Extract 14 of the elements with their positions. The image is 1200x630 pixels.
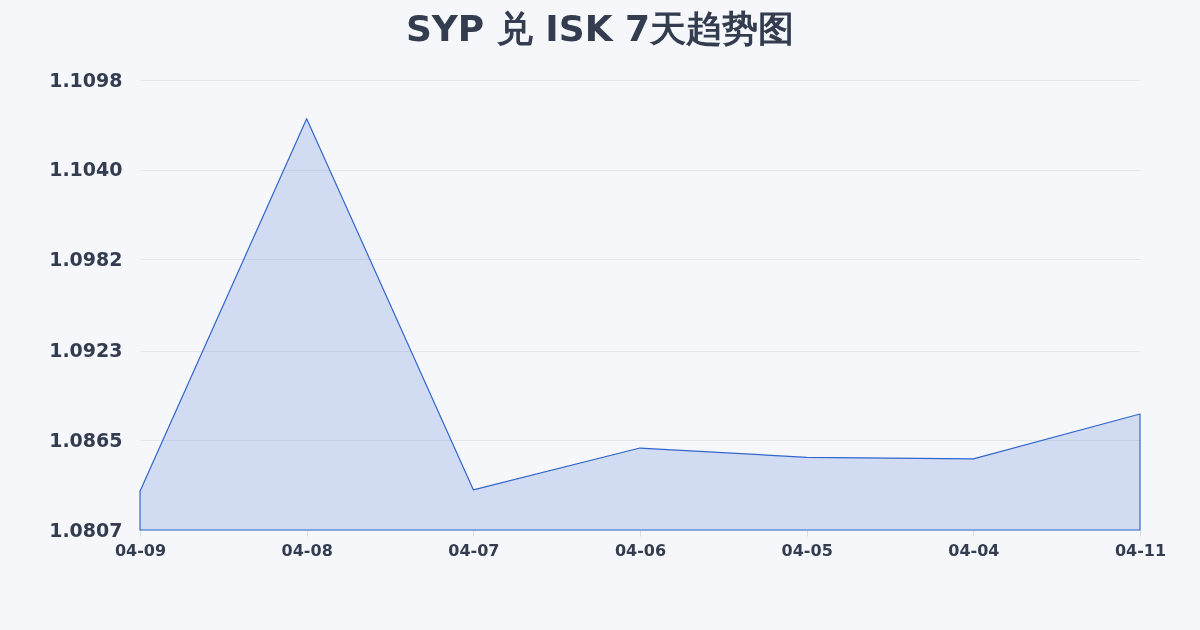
x-tick-label: 04-11: [1114, 540, 1167, 560]
x-tick-label: 04-06: [614, 540, 667, 560]
y-tick-label: 1.1098: [49, 68, 123, 91]
y-tick-label: 1.1040: [49, 158, 123, 181]
y-tick-label: 1.0865: [49, 428, 123, 451]
y-tick-label: 1.0982: [49, 247, 123, 270]
chart-title: SYP 兑 ISK 7天趋势图: [405, 8, 795, 49]
x-tick-label: 04-04: [948, 540, 1000, 560]
y-tick-label: 1.0923: [49, 339, 123, 362]
x-tick-label: 04-08: [281, 540, 333, 560]
x-tick-label: 04-07: [448, 540, 500, 560]
x-tick-label: 04-05: [781, 540, 833, 560]
x-tick-label: 04-09: [114, 540, 167, 560]
y-tick-label: 1.0807: [49, 518, 123, 541]
